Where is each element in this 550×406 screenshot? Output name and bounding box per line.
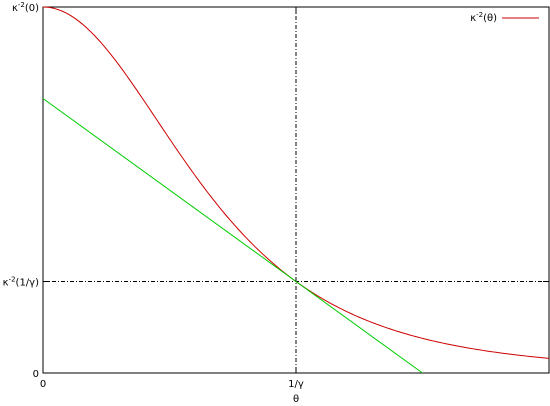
y-tick-label: κ-2(0)	[12, 1, 39, 14]
legend-entry-label: κ-2(θ)	[470, 11, 497, 24]
series-line-2	[42, 98, 423, 374]
x-tick-label: 0	[40, 379, 46, 390]
y-tick-label: 0	[33, 369, 39, 380]
legend: κ-2(θ)	[470, 11, 539, 24]
y-tick-label: κ-2(1/γ)	[3, 276, 39, 289]
x-tick-label: 1/γ	[288, 379, 304, 390]
x-axis-label: θ	[293, 394, 299, 405]
